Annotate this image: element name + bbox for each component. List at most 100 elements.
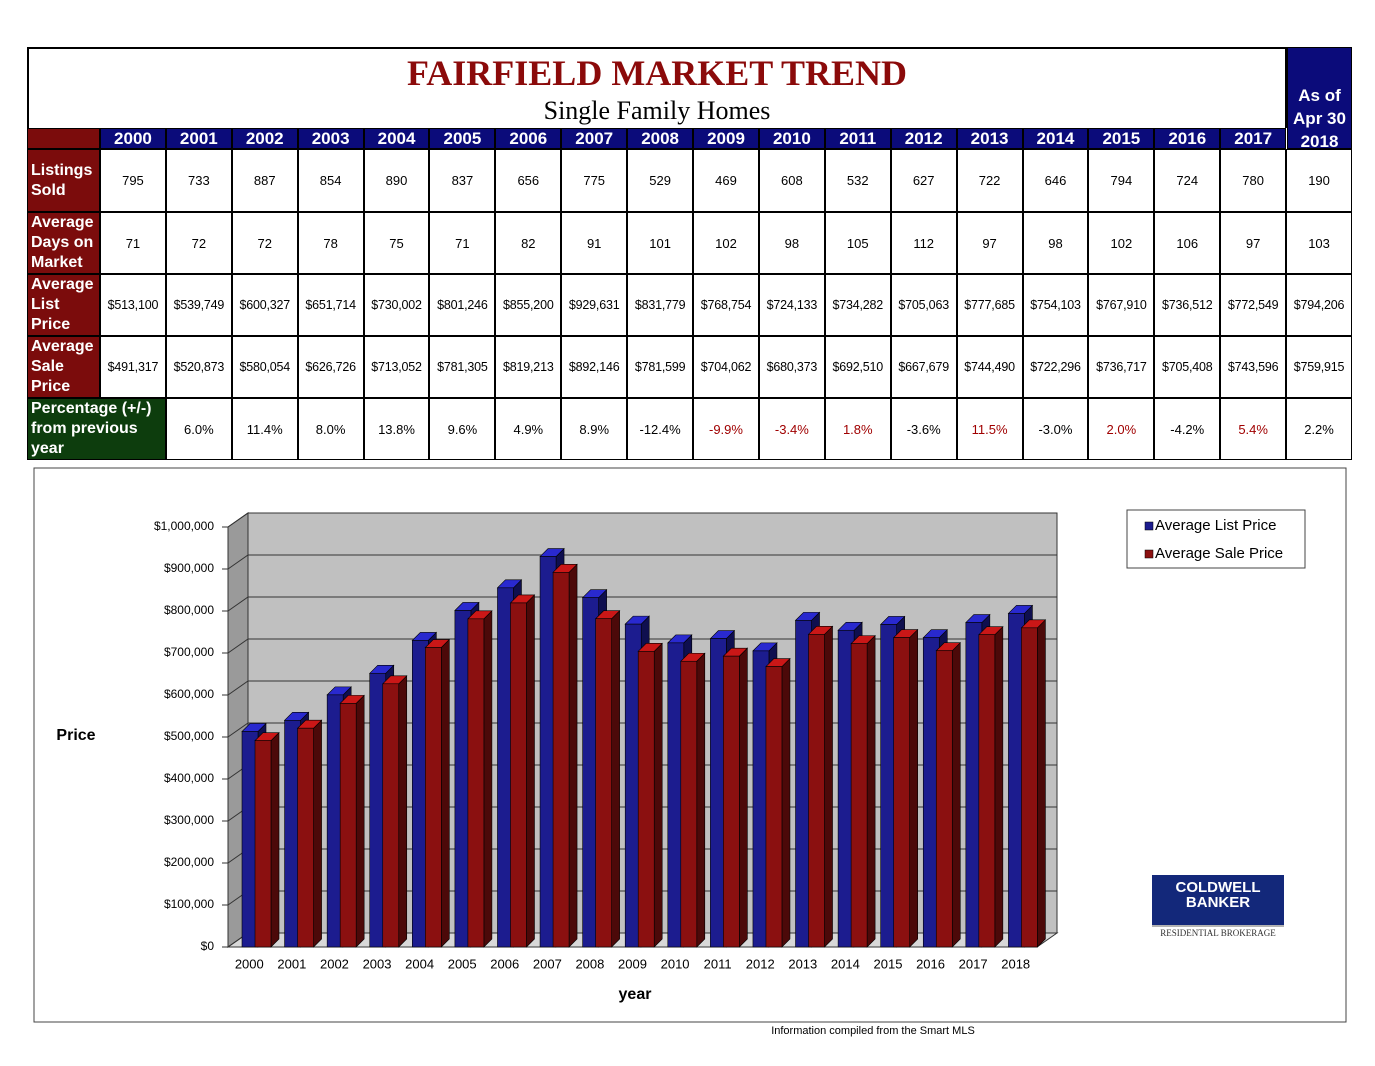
- table-cell: 101: [627, 212, 694, 274]
- bar-top: [539, 548, 565, 557]
- table-cell: $651,714: [297, 274, 364, 336]
- bar: [879, 615, 906, 948]
- year-header: 2018: [1300, 132, 1339, 151]
- table-cell: 105: [824, 212, 891, 274]
- legend-label: Average List Price: [1155, 517, 1276, 534]
- table-cell: $736,717: [1088, 336, 1155, 398]
- bar-front: [382, 683, 400, 948]
- bar: [339, 694, 365, 948]
- bar-top: [594, 610, 621, 620]
- table-cell: 775: [561, 149, 628, 212]
- bar-front: [412, 640, 429, 948]
- bar-top: [283, 712, 310, 721]
- table-cell: $491,317: [100, 336, 166, 398]
- table-cell: $580,054: [231, 336, 298, 398]
- table-cell: 11.5%: [956, 398, 1023, 460]
- x-tick-label: 2006: [490, 956, 519, 971]
- bar-front: [850, 643, 868, 948]
- bar-top: [637, 642, 663, 652]
- x-tick-label: 2017: [959, 956, 988, 971]
- table-cell: $794,206: [1286, 274, 1352, 336]
- bar: [837, 621, 863, 948]
- bar-side: [739, 647, 748, 948]
- bar-top: [935, 642, 961, 652]
- bar-front: [837, 629, 855, 948]
- bar: [667, 634, 693, 948]
- as-of-line: As of: [1298, 86, 1341, 105]
- bar-top: [752, 642, 778, 652]
- bar-side: [526, 594, 535, 948]
- table-cell: 106: [1154, 212, 1221, 274]
- bar-front: [723, 655, 740, 948]
- bar: [581, 588, 608, 948]
- bar-top: [339, 695, 365, 704]
- table-cell: $520,873: [165, 336, 232, 398]
- table-cell: $772,549: [1220, 274, 1287, 336]
- bar: [241, 722, 267, 948]
- bar-top: [509, 594, 536, 604]
- bar: [496, 579, 523, 948]
- bar-front: [922, 637, 940, 948]
- table-cell: 190: [1286, 149, 1352, 212]
- table-cell: 75: [363, 212, 430, 274]
- table-cell: 469: [693, 149, 759, 212]
- bar-side: [683, 634, 693, 948]
- table-cell: 71: [429, 212, 496, 274]
- table-cell: $730,002: [363, 274, 430, 336]
- table-cell: 8.9%: [561, 398, 628, 460]
- bar-front: [667, 642, 685, 948]
- bar-top: [837, 621, 863, 631]
- bar-side: [270, 731, 280, 948]
- bar-front: [765, 666, 783, 948]
- footer: Information compiled from the Smart MLS: [771, 1025, 975, 1037]
- x-tick-label: 2012: [746, 956, 775, 971]
- bar-side: [1037, 619, 1046, 948]
- bar: [637, 642, 663, 948]
- table-cell: $855,200: [495, 274, 562, 336]
- bar: [709, 629, 736, 948]
- table-cell: 2.2%: [1286, 398, 1352, 460]
- bar-front: [680, 660, 698, 948]
- table-cell: 608: [758, 149, 825, 212]
- table-cell: -12.4%: [627, 398, 694, 460]
- as-of-cell: As of Apr 30 2018: [1287, 47, 1352, 151]
- bar-front: [241, 731, 259, 948]
- bar: [1020, 619, 1047, 948]
- bar: [539, 547, 565, 948]
- bar-side: [951, 642, 961, 948]
- table-cell: 887: [231, 149, 298, 212]
- x-tick-label: 2009: [618, 956, 647, 971]
- bar-side: [781, 657, 791, 948]
- bar: [722, 647, 749, 948]
- x-tick-label: 2004: [405, 956, 434, 971]
- table-cell: 8.0%: [297, 398, 364, 460]
- subtitle: Single Family Homes: [543, 96, 771, 125]
- year-header: 2001: [165, 128, 232, 149]
- bar-front: [795, 620, 812, 948]
- year-header: 2010: [758, 128, 825, 149]
- bar-top: [454, 602, 480, 611]
- bar-side: [313, 719, 322, 948]
- year-header: 2016: [1154, 128, 1221, 149]
- grid-line: [227, 932, 1057, 948]
- legend: [1126, 509, 1306, 569]
- table-cell: 78: [297, 212, 364, 274]
- table-cell: $767,910: [1088, 274, 1155, 336]
- table-cell: 91: [561, 212, 628, 274]
- table-cell: $768,754: [693, 274, 759, 336]
- bar-front: [880, 624, 897, 948]
- table-cell: $929,631: [561, 274, 628, 336]
- bar-side: [853, 621, 863, 948]
- x-tick-label: 2002: [320, 956, 349, 971]
- bar-front: [965, 622, 983, 948]
- x-tick-label: 2018: [1001, 956, 1030, 971]
- year-header: 2011: [824, 128, 891, 149]
- y-tick-label: $100,000: [164, 897, 214, 911]
- bar: [424, 638, 451, 948]
- y-tick-label: $600,000: [164, 687, 214, 701]
- x-tick-label: 2001: [277, 956, 306, 971]
- bar-top: [709, 630, 736, 639]
- bar-top: [496, 579, 523, 589]
- bar: [454, 601, 480, 948]
- y-tick-label: $800,000: [164, 603, 214, 617]
